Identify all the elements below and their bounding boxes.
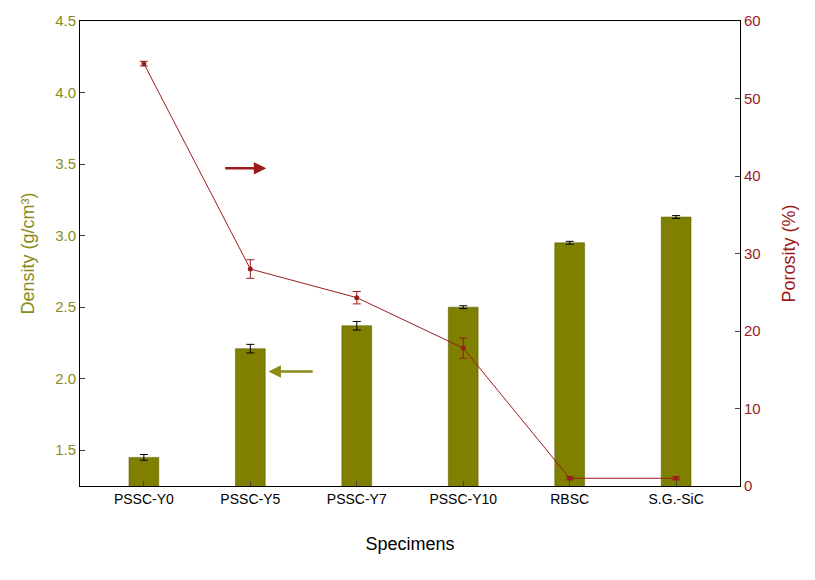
svg-text:60: 60 bbox=[744, 12, 761, 29]
svg-text:Density (g/cm³): Density (g/cm³) bbox=[18, 192, 38, 314]
svg-text:20: 20 bbox=[744, 322, 761, 339]
svg-text:30: 30 bbox=[744, 245, 761, 262]
svg-text:3.5: 3.5 bbox=[55, 155, 76, 172]
svg-text:0: 0 bbox=[744, 477, 752, 494]
svg-text:PSSC-Y10: PSSC-Y10 bbox=[429, 491, 497, 507]
svg-text:RBSC: RBSC bbox=[550, 491, 589, 507]
svg-text:4.5: 4.5 bbox=[55, 12, 76, 29]
svg-text:4.0: 4.0 bbox=[55, 84, 76, 101]
svg-text:2.0: 2.0 bbox=[55, 370, 76, 387]
svg-text:Porosity (%): Porosity (%) bbox=[779, 204, 799, 302]
svg-text:1.5: 1.5 bbox=[55, 441, 76, 458]
svg-text:3.0: 3.0 bbox=[55, 227, 76, 244]
svg-text:2.5: 2.5 bbox=[55, 298, 76, 315]
svg-text:40: 40 bbox=[744, 167, 761, 184]
svg-text:50: 50 bbox=[744, 90, 761, 107]
svg-text:PSSC-Y7: PSSC-Y7 bbox=[327, 491, 387, 507]
svg-text:10: 10 bbox=[744, 400, 761, 417]
svg-text:PSSC-Y0: PSSC-Y0 bbox=[114, 491, 174, 507]
svg-text:PSSC-Y5: PSSC-Y5 bbox=[220, 491, 280, 507]
svg-text:S.G.-SiC: S.G.-SiC bbox=[649, 491, 704, 507]
svg-text:Specimens: Specimens bbox=[365, 534, 454, 554]
